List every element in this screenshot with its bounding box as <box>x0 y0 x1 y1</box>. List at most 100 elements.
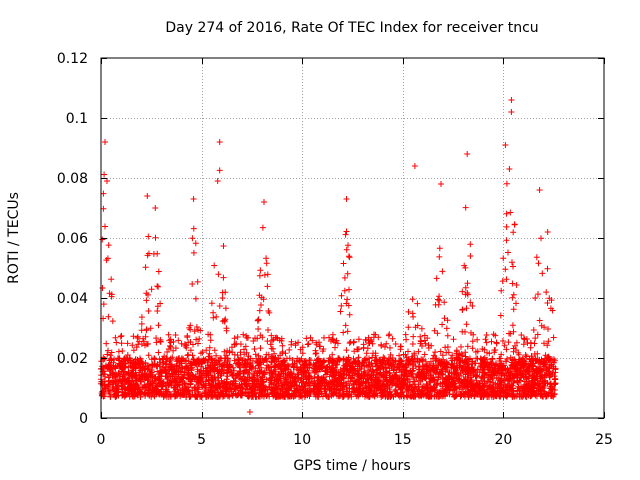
data-point <box>115 372 121 379</box>
data-point <box>469 338 476 345</box>
data-point <box>192 240 199 247</box>
data-point <box>185 351 192 358</box>
data-point <box>136 369 143 376</box>
data-point <box>542 359 548 365</box>
data-point <box>503 210 510 217</box>
data-point <box>345 302 352 309</box>
data-point <box>187 375 194 382</box>
data-point <box>498 351 505 358</box>
data-point <box>228 371 235 378</box>
data-point <box>213 352 220 359</box>
data-point <box>518 367 525 374</box>
data-point <box>444 332 451 339</box>
data-point <box>535 291 541 298</box>
data-point <box>383 364 390 371</box>
data-point <box>544 265 551 272</box>
data-point <box>158 388 165 395</box>
data-point <box>505 369 512 376</box>
data-point <box>548 390 554 397</box>
data-point <box>541 340 547 347</box>
data-point <box>419 387 426 394</box>
data-point <box>429 355 436 362</box>
data-point <box>130 360 137 366</box>
data-point <box>161 367 168 374</box>
y-tick-label: 0 <box>79 411 88 427</box>
data-point <box>175 371 182 378</box>
data-point <box>314 356 321 363</box>
data-point <box>508 109 515 115</box>
data-point <box>509 259 515 266</box>
data-point <box>502 142 509 148</box>
x-axis-ticks: 0 5 10 15 20 25 <box>97 58 613 448</box>
data-point <box>179 387 186 394</box>
data-point <box>539 270 546 277</box>
data-point <box>464 291 471 298</box>
data-point <box>410 358 417 365</box>
data-point <box>106 290 113 297</box>
data-point <box>549 307 556 314</box>
data-point <box>479 367 486 374</box>
data-point <box>429 374 436 380</box>
data-point <box>459 352 466 359</box>
data-point <box>257 267 264 274</box>
data-point <box>383 340 390 347</box>
data-point <box>533 389 540 395</box>
data-point <box>189 235 196 242</box>
data-point <box>296 357 302 364</box>
data-point <box>509 322 516 329</box>
data-point <box>324 368 330 375</box>
data-point <box>545 326 551 332</box>
data-point <box>299 350 306 357</box>
data-point <box>372 352 379 359</box>
data-point <box>109 370 116 377</box>
data-point <box>259 373 266 380</box>
data-point <box>225 364 232 371</box>
data-point <box>381 355 388 362</box>
data-point <box>145 363 152 370</box>
data-point <box>318 377 325 384</box>
data-point <box>221 317 228 324</box>
data-point <box>208 300 215 307</box>
data-point <box>417 333 424 340</box>
data-point <box>257 332 264 339</box>
data-point <box>418 370 425 377</box>
data-point <box>130 381 137 388</box>
data-point <box>191 328 198 335</box>
data-point <box>389 362 396 369</box>
data-point <box>208 356 215 363</box>
data-point <box>356 379 363 385</box>
data-point <box>291 377 298 384</box>
data-point <box>505 249 511 256</box>
data-point <box>405 386 412 392</box>
data-point <box>469 388 476 394</box>
data-point <box>491 372 497 379</box>
data-point <box>231 341 238 348</box>
data-point <box>433 371 439 378</box>
data-point <box>358 375 365 382</box>
data-point <box>329 351 336 358</box>
data-point <box>521 378 528 385</box>
data-point <box>102 139 108 145</box>
data-point <box>281 357 288 364</box>
data-point <box>295 339 302 346</box>
data-point <box>410 313 417 320</box>
data-point <box>251 346 258 352</box>
data-point <box>215 393 222 400</box>
data-point <box>351 338 357 345</box>
data-point <box>417 391 424 398</box>
data-point <box>543 289 550 296</box>
data-point <box>421 351 428 358</box>
data-point <box>167 364 174 371</box>
data-point <box>402 351 409 358</box>
data-point <box>194 366 201 373</box>
data-point <box>167 344 174 350</box>
data-point <box>140 335 146 342</box>
data-point <box>151 355 158 362</box>
data-point <box>233 385 240 392</box>
data-point <box>456 382 463 389</box>
data-point <box>144 252 151 259</box>
data-point <box>297 346 304 353</box>
data-point <box>145 374 152 381</box>
data-point <box>530 385 537 392</box>
